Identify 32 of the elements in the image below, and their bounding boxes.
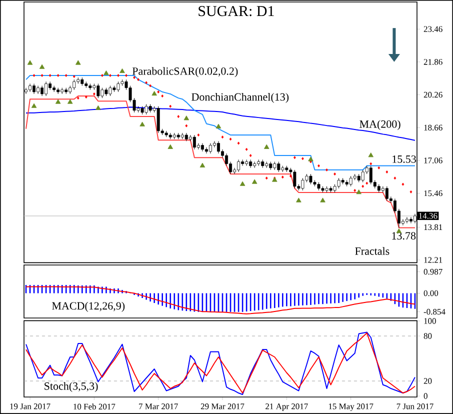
annotation: MACD(12,26,9) (52, 302, 125, 312)
annotation: 13.78 (392, 232, 416, 240)
annotation: Fractals (355, 247, 390, 255)
y-tick-label: 23.46 (424, 26, 442, 32)
y-tick-label: 80 (424, 333, 432, 339)
x-tick-label: 10 Feb 2017 (74, 404, 116, 410)
y-tick-label: 100 (424, 318, 436, 324)
y-tick-label: 15.46 (424, 190, 442, 196)
annotation: 15.53 (392, 155, 416, 163)
chart-title: SUGAR: D1 (198, 6, 274, 16)
annotation: Stoch(3,5,3) (44, 382, 98, 392)
annotation: ParabolicSAR(0.02,0.2) (132, 67, 238, 78)
y-tick-label: 12.21 (424, 257, 442, 263)
y-tick-label: 21.86 (424, 59, 442, 65)
annotation: MA(200) (360, 120, 400, 130)
y-tick-label: 20.26 (424, 92, 442, 98)
y-tick-label: 13.81 (424, 224, 442, 230)
annotation: DonchianChannel(13) (192, 92, 289, 103)
y-tick-label: 18.66 (424, 124, 442, 131)
y-tick-label: -0.854 (424, 308, 446, 315)
y-tick-label: 0.00 (424, 290, 438, 296)
x-tick-label: 29 Mar 2017 (200, 404, 244, 410)
x-tick-label: 7 Mar 2017 (139, 404, 178, 410)
x-tick-label: 19 Jan 2017 (10, 404, 50, 410)
ref-line-label: 14.36 (419, 213, 438, 219)
x-tick-label: 7 Jun 2017 (396, 404, 434, 410)
x-tick-label: 21 Apr 2017 (266, 404, 308, 411)
y-tick-label: 17.06 (424, 158, 442, 164)
y-tick-label: 0.987 (424, 268, 442, 275)
y-tick-label: 0 (424, 393, 428, 399)
x-tick-label: 15 May 2017 (328, 404, 374, 412)
y-tick-label: 20 (424, 378, 432, 384)
